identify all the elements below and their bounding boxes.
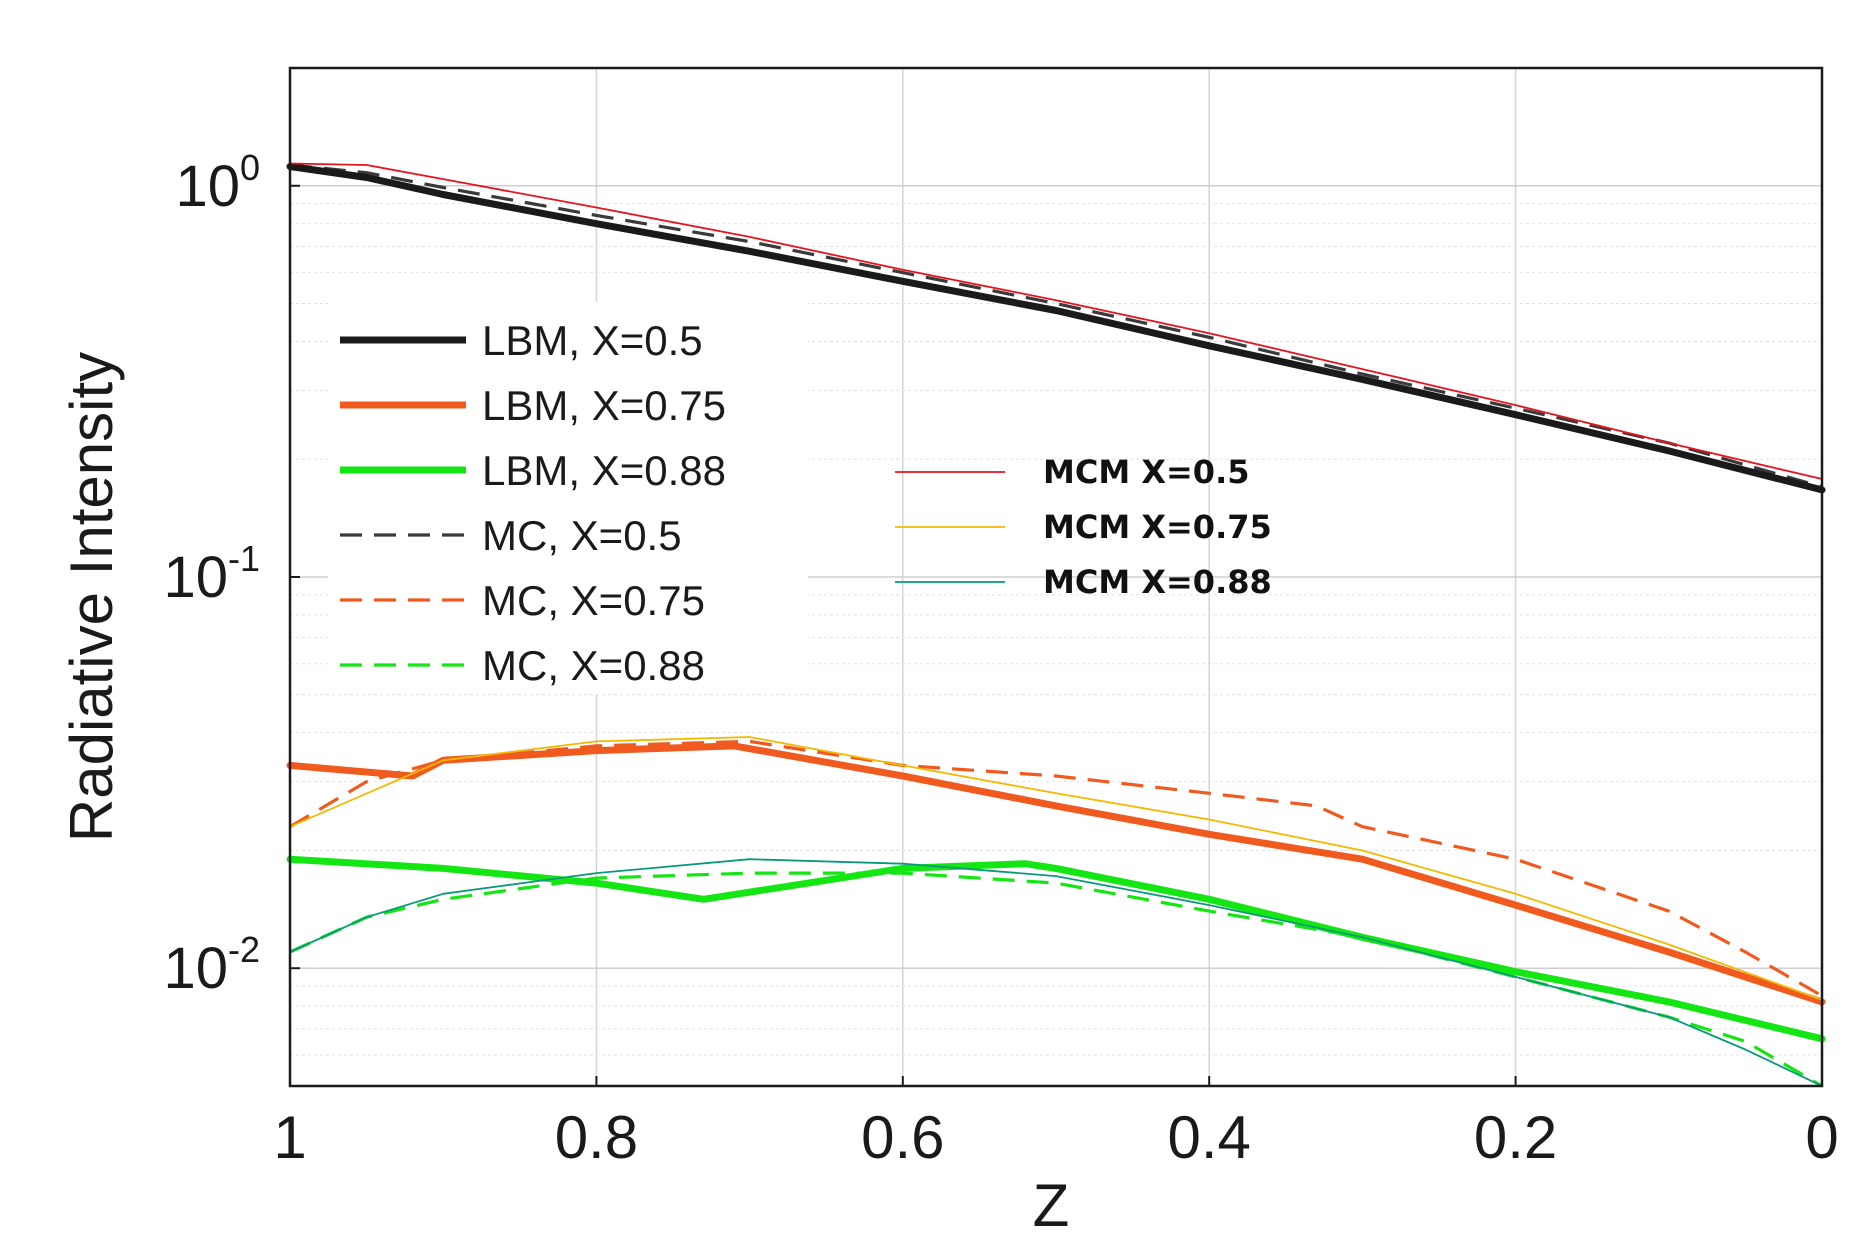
legend-main: LBM, X=0.5 LBM, X=0.75 LBM, X=0.88 MC, X=0.…: [328, 302, 808, 694]
y-tick-label: 10-2: [163, 929, 260, 1001]
series-line-lbm-x-0-88: [286, 855, 1826, 1043]
x-tick-label: 0.6: [861, 1104, 944, 1171]
legend-secondary-label: MCM X=0.5: [1043, 453, 1249, 491]
y-tick-label: 100: [175, 147, 260, 219]
x-tick-label: 0.4: [1167, 1104, 1250, 1171]
legend-label: MC, X=0.5: [482, 512, 682, 559]
legend-label: LBM, X=0.88: [482, 447, 726, 494]
series-line-mc-x-0-75: [289, 739, 1823, 998]
x-tick-label: 1: [273, 1104, 306, 1171]
y-tick-base: 10: [163, 936, 228, 1001]
legend-secondary-label: MCM X=0.88: [1043, 563, 1272, 601]
y-tick-exponent: -1: [228, 538, 260, 579]
legend-main-box: [328, 302, 808, 694]
legend-label: MC, X=0.75: [482, 577, 705, 624]
x-ticks: 1 0.8 0.6 0.4 0.2 0: [273, 1076, 1839, 1171]
x-tick-label: 0: [1805, 1104, 1838, 1171]
y-tick-base: 10: [163, 545, 228, 610]
series-line-mcm-x-0-88: [289, 858, 1823, 1087]
y-tick-base: 10: [175, 154, 240, 219]
series-line-mc-x-0-5: [289, 163, 1823, 489]
y-tick-exponent: -2: [228, 929, 260, 970]
x-axis-label: Z: [1033, 1172, 1070, 1239]
legend-label: MC, X=0.88: [482, 642, 705, 689]
series-group: [286, 162, 1826, 1088]
legend-label: LBM, X=0.75: [482, 382, 726, 429]
y-tick-label: 10-1: [163, 538, 260, 610]
y-tick-exponent: 0: [240, 147, 260, 188]
legend-secondary-label: MCM X=0.75: [1043, 508, 1272, 546]
series-line-mcm-x-0-5: [289, 162, 1823, 480]
series-line-mcm-x-0-75: [289, 736, 1823, 1001]
legend-label: LBM, X=0.5: [482, 317, 703, 364]
x-tick-label: 0.8: [555, 1104, 638, 1171]
x-tick-label: 0.2: [1474, 1104, 1557, 1171]
series-line-lbm-x-0-5: [286, 163, 1826, 494]
legend-secondary: MCM X=0.5 MCM X=0.75 MCM X=0.88: [895, 453, 1272, 601]
y-axis-label: Radiative Intensity: [58, 352, 125, 842]
